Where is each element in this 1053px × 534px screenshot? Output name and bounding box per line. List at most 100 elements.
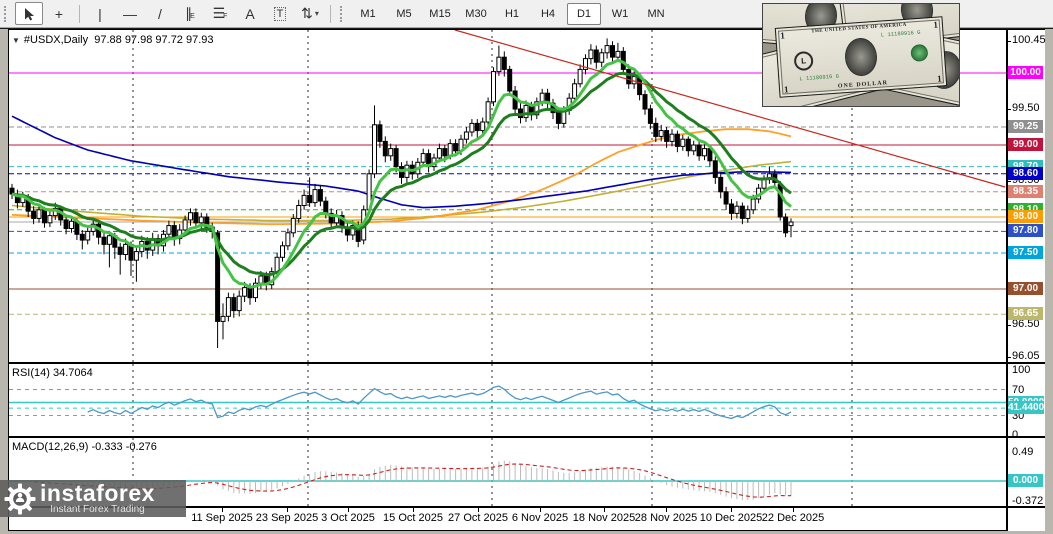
vertical-line-icon: | (98, 5, 102, 22)
panel-separator (1007, 506, 1045, 508)
pointer-tool[interactable] (15, 2, 43, 25)
rsi-panel[interactable] (8, 363, 1007, 437)
symbol-name: #USDX,Daily (23, 34, 89, 46)
price-axis[interactable] (1007, 29, 1045, 531)
trend-line-icon: / (158, 5, 162, 22)
timeframe-H1[interactable]: H1 (504, 7, 520, 20)
date-label: 22 Dec 2025 (761, 512, 825, 524)
rsi-tick-label: 70 (1012, 383, 1025, 396)
price-tick-label: 100.45 (1012, 33, 1046, 46)
date-label: 10 Dec 2025 (699, 512, 763, 524)
timeframe-M1[interactable]: M1 (360, 7, 376, 20)
fibonacci-tool[interactable]: ☰ F (212, 5, 228, 21)
equidistant-channel-icon: ∥ (185, 5, 193, 21)
date-label: 28 Nov 2025 (634, 512, 698, 524)
price-level-badge: 97.50 (1008, 246, 1043, 259)
horizontal-line-icon: — (123, 5, 137, 22)
crosshair-tool[interactable]: + (45, 2, 73, 25)
date-tick-mark (731, 508, 732, 512)
toolbar-grip (340, 5, 346, 22)
timeframe-MN[interactable]: MN (647, 7, 665, 20)
date-label: 18 Nov 2025 (572, 512, 636, 524)
rsi-level-badge: 41.4400 (1008, 401, 1045, 415)
date-tick-mark (413, 508, 414, 512)
instaforex-gear-icon (4, 483, 36, 514)
panel-separator (1007, 29, 1045, 30)
date-tick-mark (793, 508, 794, 512)
date-label: 15 Oct 2025 (383, 512, 443, 524)
date-tick-mark (287, 508, 288, 512)
date-tick-mark (540, 508, 541, 512)
bottom-window-edge (0, 531, 1053, 534)
text-tool[interactable]: A (236, 2, 264, 25)
price-level-badge: 96.65 (1008, 307, 1043, 321)
date-tick-mark (478, 508, 479, 512)
equidistant-channel-tool[interactable]: ∥ E (185, 5, 195, 21)
price-tick-mark (1007, 357, 1011, 359)
price-level-badge: 97.80 (1008, 224, 1043, 238)
rsi-tick-label: 0 (1012, 429, 1019, 441)
macd-tick-label: -0.372 (1012, 495, 1044, 508)
dollar-bills-photo: 11 11 11 11 THE UNITED STATES OF AMERICA… (762, 3, 960, 107)
symbol-dropdown-icon[interactable]: ▼ (12, 36, 20, 45)
macd-tick-label: 0.49 (1012, 446, 1034, 459)
date-label: 23 Sep 2025 (255, 512, 319, 524)
price-level-badge: 98.60 (1008, 166, 1043, 180)
arrows-tool[interactable]: ⇅ ▾ (296, 2, 324, 25)
vertical-line-tool[interactable]: | (86, 2, 114, 25)
brand-tagline: Instant Forex Trading (50, 503, 145, 515)
text-label-tool[interactable]: T (266, 2, 294, 25)
toolbar-grip (4, 5, 10, 22)
trend-line-tool[interactable]: / (146, 2, 174, 25)
timeframe-M5[interactable]: M5 (396, 7, 412, 20)
price-level-badge: 99.00 (1008, 138, 1043, 151)
left-window-edge (0, 29, 8, 531)
instaforex-watermark: instaforex Instant Forex Trading (0, 480, 186, 517)
timeframe-W1[interactable]: W1 (611, 7, 629, 20)
price-tick-label: 96.05 (1012, 350, 1040, 363)
price-tick-label: 96.50 (1012, 318, 1040, 330)
price-level-badge: 99.25 (1008, 120, 1043, 133)
pointer-icon (25, 7, 34, 20)
crosshair-icon: + (54, 5, 64, 22)
dollar-bill-front: THE UNITED STATES OF AMERICA L 11180916 … (774, 16, 948, 98)
bill-treasury-seal (910, 43, 929, 62)
text-icon: A (245, 5, 255, 22)
price-tick-label: 99.50 (1012, 102, 1040, 114)
ohlc-values: 97.88 97.98 97.72 97.93 (94, 34, 214, 46)
bill-serial: L 11180916 G (799, 72, 840, 83)
price-tick-mark (1007, 181, 1011, 182)
dropdown-caret-icon: ▾ (314, 9, 319, 18)
rsi-title: RSI(14) 34.7064 (12, 367, 93, 379)
timeframe-M30[interactable]: M30 (465, 7, 487, 20)
bill-serial: L 11180916 G (880, 28, 921, 39)
timeframe-H4[interactable]: H4 (540, 7, 556, 20)
panel-separator (1007, 362, 1045, 364)
date-label: 3 Oct 2025 (321, 512, 375, 524)
price-tick-mark (1007, 109, 1011, 110)
price-level-badge: 100.00 (1008, 66, 1043, 79)
toolbar-separator (79, 4, 80, 23)
text-label-icon: T (273, 6, 287, 21)
price-tick-mark (1007, 325, 1011, 326)
price-level-badge: 98.35 (1008, 184, 1043, 198)
horizontal-line-tool[interactable]: — (116, 2, 144, 25)
date-tick-mark (222, 508, 223, 512)
price-level-badge: 98.00 (1008, 210, 1043, 223)
date-label: 11 Sep 2025 (191, 512, 253, 524)
chart-title: ▼ #USDX,Daily 97.88 97.98 97.72 97.93 (12, 34, 214, 46)
timeframe-D1[interactable]: D1 (567, 2, 601, 25)
date-tick-mark (348, 508, 349, 512)
arrows-icon: ⇅ (301, 5, 313, 21)
date-tick-mark (666, 508, 667, 512)
panel-separator (1007, 436, 1045, 438)
toolbar-separator (330, 4, 331, 23)
timeframe-M15[interactable]: M15 (429, 7, 451, 20)
macd-title: MACD(12,26,9) -0.333 -0.276 (12, 441, 157, 453)
fibonacci-icon: ☰ (212, 5, 226, 21)
date-label: 27 Oct 2025 (448, 512, 508, 524)
macd-zero-badge: 0.000 (1008, 474, 1043, 487)
price-level-badge: 97.00 (1008, 282, 1043, 295)
price-tick-mark (1007, 40, 1011, 42)
